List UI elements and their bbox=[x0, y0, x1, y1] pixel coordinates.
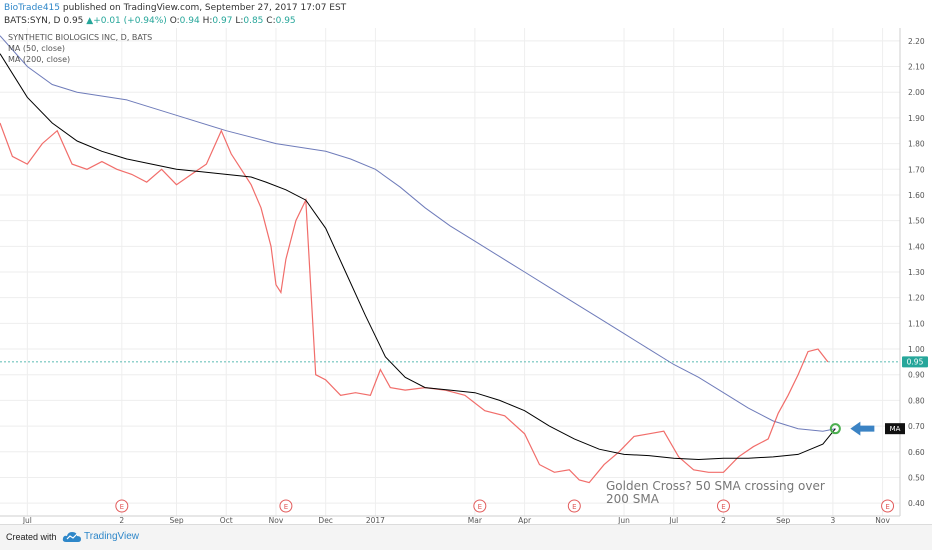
y-tick-label-9: 1.30 bbox=[908, 268, 925, 277]
high-value: 0.97 bbox=[212, 16, 233, 26]
open-label: O: bbox=[169, 16, 180, 26]
y-tick-label-15: 1.90 bbox=[908, 114, 925, 123]
y-tick-label-18: 2.20 bbox=[908, 37, 925, 46]
x-tick-label-4: Nov bbox=[269, 516, 284, 524]
publish-info: published on TradingView.com, September … bbox=[62, 3, 347, 13]
x-tick-label-13: 3 bbox=[830, 516, 835, 524]
earnings-marker-1 bbox=[279, 499, 293, 513]
author-link[interactable]: BioTrade415 bbox=[4, 3, 60, 13]
golden-cross-annotation: Golden Cross? 50 SMA crossing over 200 S… bbox=[606, 479, 825, 506]
y-tick-label-4: 0.80 bbox=[908, 396, 925, 405]
earnings-marker-label-0: E bbox=[120, 503, 124, 511]
price-layer bbox=[0, 122, 829, 484]
legend-ma200[interactable]: MA (200, close) bbox=[8, 55, 70, 64]
publish-line: BioTrade415 published on TradingView.com… bbox=[4, 3, 346, 13]
ma200-layer bbox=[0, 35, 836, 432]
earnings-marker-label-1: E bbox=[284, 503, 288, 511]
y-tick-label-16: 2.00 bbox=[908, 88, 925, 97]
x-tick-label-2: Sep bbox=[169, 516, 183, 524]
ohlc-line: BATS:SYN, D 0.95 ▲+0.01 (+0.94%) O:0.94 … bbox=[4, 16, 296, 26]
low-label: L: bbox=[235, 16, 244, 26]
x-tick-label-6: 2017 bbox=[366, 516, 385, 524]
x-tick-label-9: Jun bbox=[617, 516, 630, 524]
x-tick-label-8: Apr bbox=[518, 516, 532, 524]
y-tick-label-6: 1.00 bbox=[908, 345, 925, 354]
y-tick-label-2: 0.60 bbox=[908, 448, 925, 457]
y-tick-label-5: 0.90 bbox=[908, 371, 925, 380]
y-tick-label-8: 1.20 bbox=[908, 294, 925, 303]
left-arrow-icon bbox=[850, 421, 875, 436]
earnings-marker-label-2: E bbox=[478, 503, 482, 511]
last-price: 0.95 bbox=[63, 16, 84, 26]
grid bbox=[0, 28, 900, 516]
open-value: 0.94 bbox=[179, 16, 200, 26]
earnings-marker-2 bbox=[473, 499, 487, 513]
annotation-line-1: Golden Cross? 50 SMA crossing over bbox=[606, 479, 825, 493]
x-tick-label-5: Dec bbox=[318, 516, 333, 524]
x-tick-label-3: Oct bbox=[220, 516, 233, 524]
y-tick-label-3: 0.70 bbox=[908, 422, 925, 431]
chart-title: SYNTHETIC BIOLOGICS INC, D, BATS bbox=[8, 33, 152, 42]
legend-ma50[interactable]: MA (50, close) bbox=[8, 44, 65, 53]
ma50-line bbox=[0, 53, 836, 461]
publish-header: BioTrade415 published on TradingView.com… bbox=[0, 0, 932, 30]
low-value: 0.85 bbox=[243, 16, 264, 26]
left-arrow-shape bbox=[850, 421, 875, 436]
y-tick-label-12: 1.60 bbox=[908, 191, 925, 200]
y-tick-label-7: 1.10 bbox=[908, 319, 925, 328]
tradingview-brand[interactable]: TradingView bbox=[84, 531, 140, 542]
price-badge-box bbox=[902, 356, 928, 368]
chart-legend: SYNTHETIC BIOLOGICS INC, D, BATS MA (50,… bbox=[8, 33, 152, 64]
earnings-marker-label-4: E bbox=[721, 503, 725, 511]
ma50-layer bbox=[0, 53, 836, 461]
current-price-badge: 0.95 bbox=[902, 356, 928, 368]
chart-frame[interactable]: E E E E E E 0.40 0.50 0.60 0.70 0.80 0.90 1.00 1.10 1… bbox=[0, 28, 932, 524]
created-with-label: Created with bbox=[6, 532, 57, 542]
ma200-line bbox=[0, 35, 836, 432]
footer: Created with TradingView bbox=[0, 524, 932, 550]
price-chart[interactable]: E E E E E E 0.40 0.50 0.60 0.70 0.80 0.90 1.00 1.10 1… bbox=[0, 28, 932, 524]
price-axis-ticks: 0.40 0.50 0.60 0.70 0.80 0.90 1.00 1.10 1.20 1.30… bbox=[908, 37, 925, 508]
y-tick-label-0: 0.40 bbox=[908, 499, 925, 508]
time-axis-ticks: Jul 2 Sep Oct Nov Dec 2017 Mar Apr Jun Jul 2 Sep 3 Nov bbox=[22, 516, 891, 524]
golden-cross-marker bbox=[829, 423, 841, 435]
earnings-marker-4 bbox=[716, 499, 730, 513]
y-tick-label-13: 1.70 bbox=[908, 165, 925, 174]
ma-badge-text: MA bbox=[890, 425, 901, 433]
y-tick-label-1: 0.50 bbox=[908, 473, 925, 482]
y-tick-label-17: 2.10 bbox=[908, 63, 925, 72]
price-series-line bbox=[0, 122, 829, 484]
y-tick-label-11: 1.50 bbox=[908, 217, 925, 226]
earnings-marker-label-5: E bbox=[885, 503, 889, 511]
price-axis[interactable] bbox=[900, 28, 932, 524]
y-tick-label-10: 1.40 bbox=[908, 242, 925, 251]
symbol-label: BATS:SYN, D bbox=[4, 16, 61, 26]
x-tick-label-14: Nov bbox=[875, 516, 890, 524]
x-tick-label-0: Jul bbox=[22, 516, 32, 524]
x-tick-label-10: Jul bbox=[668, 516, 678, 524]
earnings-marker-3 bbox=[567, 499, 581, 513]
ma-badge-box bbox=[885, 423, 905, 435]
x-tick-label-12: Sep bbox=[776, 516, 790, 524]
cloud-logo-icon bbox=[62, 532, 81, 542]
up-triangle-icon: ▲ bbox=[86, 16, 94, 26]
earnings-marker-0 bbox=[115, 499, 129, 513]
price-change: +0.01 (+0.94%) bbox=[93, 16, 167, 26]
close-label: C: bbox=[266, 16, 276, 26]
time-axis[interactable] bbox=[0, 516, 932, 524]
x-tick-label-1: 2 bbox=[119, 516, 124, 524]
x-tick-label-7: Mar bbox=[468, 516, 483, 524]
price-badge-text: 0.95 bbox=[907, 357, 924, 366]
high-label: H: bbox=[202, 16, 213, 26]
earnings-marker-label-3: E bbox=[572, 503, 576, 511]
close-value: 0.95 bbox=[275, 16, 296, 26]
annotation-line-2: 200 SMA bbox=[606, 492, 660, 506]
earnings-marker-5 bbox=[881, 499, 895, 513]
y-tick-label-14: 1.80 bbox=[908, 140, 925, 149]
x-tick-label-11: 2 bbox=[721, 516, 726, 524]
ma-badge: MA bbox=[885, 423, 905, 435]
